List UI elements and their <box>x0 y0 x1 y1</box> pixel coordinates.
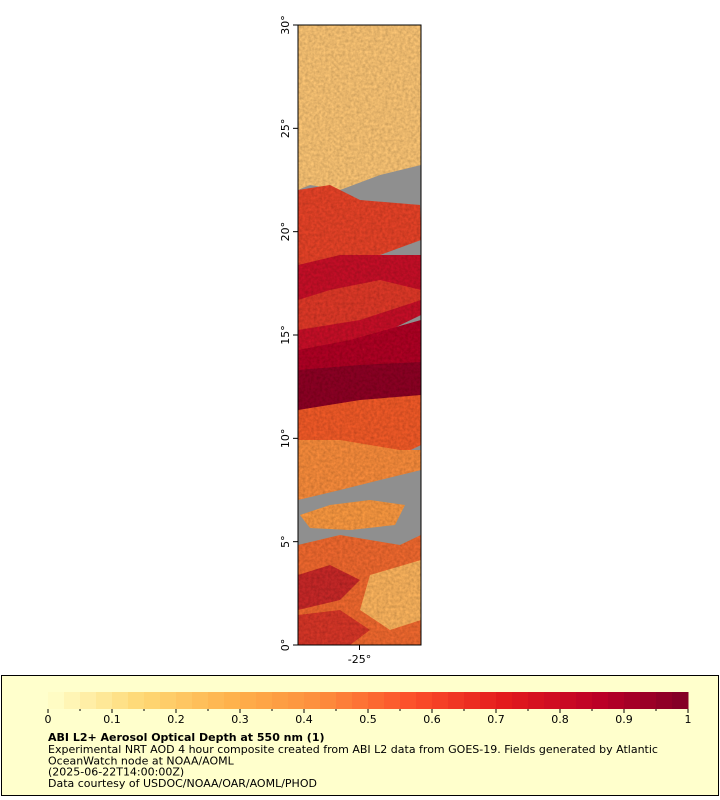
colorbar-step <box>608 692 625 709</box>
y-tick-label: 0° <box>279 639 292 652</box>
colorbar-step <box>432 692 449 709</box>
colorbar-step <box>176 692 193 709</box>
colorbar-tick-label: 0.6 <box>423 713 441 726</box>
colorbar-step <box>592 692 609 709</box>
x-tick-label: -25° <box>348 653 371 666</box>
colorbar-step <box>128 692 145 709</box>
colorbar-step <box>64 692 81 709</box>
colorbar-tick-label: 0 <box>45 713 52 726</box>
colorbar-step <box>320 692 337 709</box>
colorbar-tick-label: 1 <box>685 713 692 726</box>
colorbar-tick-label: 0.4 <box>295 713 313 726</box>
y-tick-label: 10° <box>279 429 292 449</box>
colorbar-step <box>480 692 497 709</box>
colorbar-step <box>464 692 481 709</box>
legend-title: ABI L2+ Aerosol Optical Depth at 550 nm … <box>48 731 325 744</box>
colorbar-step <box>448 692 465 709</box>
colorbar-step <box>544 692 561 709</box>
colorbar-step <box>672 692 689 709</box>
colorbar-step <box>224 692 241 709</box>
colorbar-tick-label: 0.7 <box>487 713 505 726</box>
colorbar-tick-label: 0.1 <box>103 713 121 726</box>
colorbar-step <box>368 692 385 709</box>
legend-line: (2025-06-22T14:00:00Z) <box>48 766 184 779</box>
y-tick-label: 30° <box>279 15 292 35</box>
colorbar-step <box>272 692 289 709</box>
y-tick-label: 20° <box>279 222 292 242</box>
colorbar-tick-label: 0.5 <box>359 713 377 726</box>
colorbar-step <box>640 692 657 709</box>
colorbar-step <box>528 692 545 709</box>
colorbar-step <box>80 692 97 709</box>
colorbar-tick-label: 0.3 <box>231 713 249 726</box>
colorbar-step <box>288 692 305 709</box>
colorbar-step <box>352 692 369 709</box>
legend-line: Experimental NRT AOD 4 hour composite cr… <box>48 743 658 756</box>
colorbar-step <box>240 692 257 709</box>
colorbar-step <box>144 692 161 709</box>
colorbar-tick-label: 0.2 <box>167 713 185 726</box>
colorbar-step <box>336 692 353 709</box>
colorbar-step <box>512 692 529 709</box>
colorbar-step <box>96 692 113 709</box>
y-tick-label: 5° <box>279 535 292 548</box>
y-tick-label: 25° <box>279 119 292 139</box>
colorbar-step <box>160 692 177 709</box>
legend-line: OceanWatch node at NOAA/AOML <box>48 754 235 767</box>
colorbar-step <box>112 692 129 709</box>
map-image <box>298 25 421 645</box>
colorbar-step <box>192 692 209 709</box>
colorbar-tick-label: 0.8 <box>551 713 569 726</box>
y-tick-label: 15° <box>279 325 292 345</box>
colorbar-step <box>208 692 225 709</box>
colorbar-step <box>576 692 593 709</box>
colorbar-step <box>384 692 401 709</box>
colorbar-step <box>304 692 321 709</box>
colorbar-step <box>416 692 433 709</box>
colorbar-step <box>656 692 673 709</box>
colorbar-step <box>624 692 641 709</box>
colorbar-step <box>48 692 65 709</box>
colorbar-tick-label: 0.9 <box>615 713 633 726</box>
legend-line: Data courtesy of USDOC/NOAA/OAR/AOML/PHO… <box>48 777 317 790</box>
colorbar-step <box>496 692 513 709</box>
colorbar-step <box>560 692 577 709</box>
colorbar-step <box>256 692 273 709</box>
colorbar-step <box>400 692 417 709</box>
